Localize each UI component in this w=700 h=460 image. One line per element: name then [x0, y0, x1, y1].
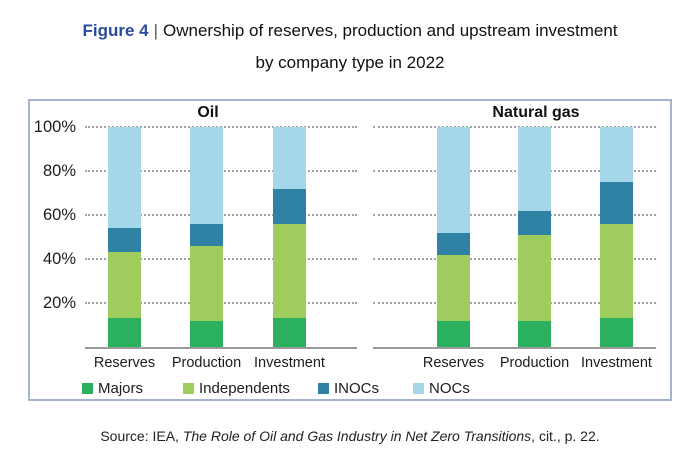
panel-title-oil: Oil: [197, 104, 219, 121]
y-axis-tick-label: 100%: [33, 118, 76, 136]
bar-segment-inocs: [437, 232, 470, 255]
x-axis-category-label: Investment: [254, 355, 325, 371]
bar-segment-nocs: [600, 127, 633, 183]
figure-number: Figure 4: [82, 21, 149, 40]
gridline: [373, 214, 656, 216]
bar-segment-independents: [108, 252, 141, 319]
legend-label: Independents: [199, 379, 290, 397]
bar-segment-nocs: [273, 127, 306, 189]
bar-oil-production: [190, 127, 223, 347]
gridline: [373, 258, 656, 260]
bar-segment-nocs: [518, 127, 551, 211]
y-axis-tick-label: 60%: [42, 206, 76, 224]
bar-natural-gas-reserves: [437, 127, 470, 347]
bar-segment-nocs: [190, 127, 223, 224]
bar-segment-independents: [273, 223, 306, 319]
legend-label: NOCs: [429, 379, 470, 397]
y-axis-tick-label: 80%: [42, 162, 76, 180]
legend-swatch-independents: [183, 382, 194, 394]
source-prefix: Source: IEA,: [100, 428, 183, 444]
bar-segment-inocs: [518, 210, 551, 235]
bar-oil-investment: [273, 127, 306, 347]
gridline: [373, 126, 656, 128]
gridline: [373, 302, 656, 304]
x-axis-category-label: Investment: [581, 355, 652, 371]
bar-segment-independents: [518, 234, 551, 321]
source-suffix: , cit., p. 22.: [531, 428, 600, 444]
bar-segment-majors: [273, 318, 306, 347]
source-work-title: The Role of Oil and Gas Industry in Net …: [182, 428, 532, 444]
x-axis-category-label: Reserves: [93, 355, 156, 371]
figure-title: Figure 4 | Ownership of reserves, producti…: [0, 20, 700, 42]
figure-title-line1: Ownership of reserves, production and up…: [163, 21, 618, 40]
bar-natural-gas-production: [518, 127, 551, 347]
legend-label: INOCs: [334, 379, 379, 397]
legend-item-independents: Independents: [183, 379, 290, 397]
bar-segment-inocs: [108, 228, 141, 253]
bar-segment-majors: [437, 320, 470, 347]
title-separator-icon: |: [153, 21, 159, 40]
legend-item-nocs: NOCs: [413, 379, 470, 397]
legend-item-inocs: INOCs: [318, 379, 379, 397]
bar-segment-independents: [600, 223, 633, 319]
chart-box: 20% 40% 60% 80% 100% Oil Reserves Production Inv…: [28, 99, 672, 401]
bar-segment-majors: [518, 320, 551, 347]
bar-oil-reserves: [108, 127, 141, 347]
x-axis-category-label: Production: [171, 355, 242, 371]
bar-segment-independents: [190, 245, 223, 321]
bar-segment-majors: [190, 320, 223, 347]
bar-segment-inocs: [600, 182, 633, 224]
legend-swatch-inocs: [318, 382, 329, 394]
x-axis-line: [85, 347, 357, 349]
x-axis-category-label: Reserves: [422, 355, 485, 371]
gridline: [85, 126, 357, 128]
bar-segment-nocs: [437, 127, 470, 233]
x-axis-line: [373, 347, 656, 349]
bar-segment-independents: [437, 254, 470, 321]
bar-segment-inocs: [273, 188, 306, 224]
bar-segment-majors: [600, 318, 633, 347]
bar-natural-gas-investment: [600, 127, 633, 347]
x-axis-category-label: Production: [499, 355, 570, 371]
y-axis-tick-label: 40%: [42, 250, 76, 268]
figure-title-line2: by company type in 2022: [255, 53, 445, 72]
legend-label: Majors: [98, 379, 144, 397]
panel-title-natural-gas: Natural gas: [492, 104, 580, 121]
legend-item-majors: Majors: [82, 379, 144, 397]
legend-swatch-nocs: [413, 382, 424, 394]
y-axis-tick-label: 20%: [42, 294, 76, 312]
bar-segment-nocs: [108, 127, 141, 229]
bar-segment-majors: [108, 318, 141, 347]
bar-segment-inocs: [190, 223, 223, 246]
gridline: [373, 170, 656, 172]
source-line: Source: IEA, The Role of Oil and Gas Ind…: [0, 428, 700, 444]
legend-swatch-majors: [82, 382, 93, 394]
